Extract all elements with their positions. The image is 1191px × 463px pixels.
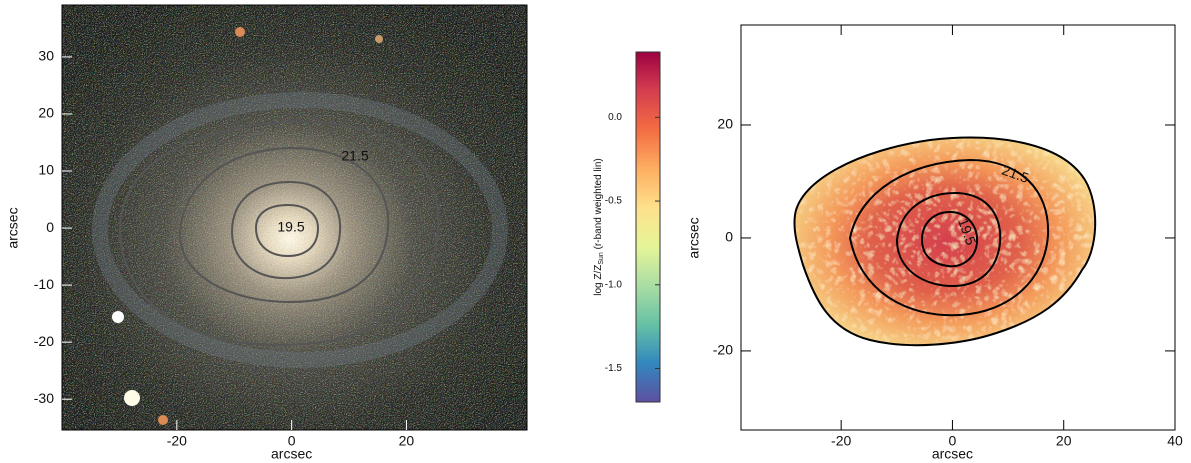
x-axis-label: arcsec [271,446,312,462]
y-tick-label: -0.5 [605,196,623,207]
x-tick-label: 0 [288,433,296,449]
y-tick-label: -10 [34,276,54,292]
y-tick-label: 20 [38,105,54,121]
y-tick-label: -1.5 [605,363,623,374]
x-tick-label: 40 [1167,433,1183,449]
x-axis-label: arcsec [932,446,973,462]
colorbar-frame [635,51,661,403]
y-tick-label: -20 [34,333,54,349]
y-tick-label: -20 [713,342,733,358]
x-tick-label: 0 [949,433,957,449]
y-tick-label: -30 [34,390,54,406]
x-tick-label: 20 [399,433,415,449]
y-tick-label: 0 [725,229,733,245]
x-tick-label: -20 [167,433,187,449]
metallicity-map [793,136,1097,347]
plot-frame [61,4,528,431]
y-tick-label: 0 [46,219,54,235]
contour-label: 21.5 [341,148,368,164]
y-axis-label: arcsec [686,217,702,258]
y-tick-label: 30 [38,48,54,64]
galaxy-image [62,5,527,430]
x-tick-label: -20 [831,433,851,449]
y-tick-label: 0.0 [608,112,622,123]
y-tick-label: -1.0 [605,279,623,290]
y-tick-label: 10 [38,162,54,178]
contour-label: 19.5 [277,219,304,235]
y-axis-label: arcsec [5,207,21,248]
plot-frame [740,24,1176,431]
colorbar-label: log Z/ZSun (r-band weighted lin) [593,158,605,296]
x-tick-label: 20 [1056,433,1072,449]
y-tick-label: 20 [717,116,733,132]
colorbar [636,52,660,402]
